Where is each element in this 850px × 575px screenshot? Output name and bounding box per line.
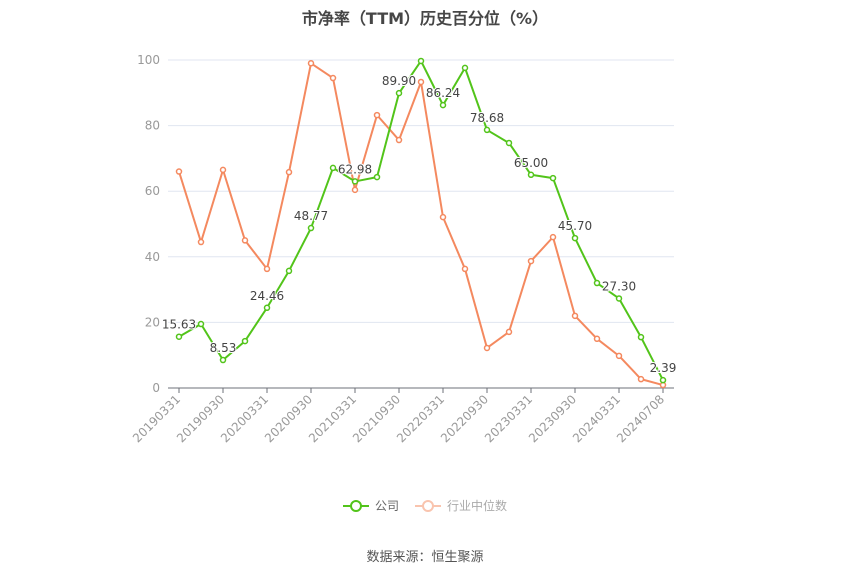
- data-point[interactable]: [285, 168, 293, 176]
- data-point[interactable]: [417, 57, 425, 65]
- data-label: 78.68: [470, 111, 504, 125]
- data-point[interactable]: [241, 237, 249, 244]
- data-point[interactable]: [329, 164, 337, 172]
- y-tick-label: 40: [145, 250, 160, 264]
- data-point[interactable]: [549, 233, 557, 241]
- data-label: 27.30: [602, 279, 636, 293]
- data-point[interactable]: [637, 333, 645, 341]
- legend: 公司 行业中位数: [0, 497, 850, 514]
- data-point[interactable]: [307, 60, 315, 67]
- data-point[interactable]: [395, 89, 403, 97]
- data-label: 48.77: [294, 209, 328, 223]
- data-label: 2.39: [650, 361, 677, 375]
- data-label: 86.24: [426, 86, 460, 100]
- data-point[interactable]: [439, 101, 447, 109]
- legend-item-company[interactable]: 公司: [342, 497, 399, 514]
- data-source: 数据来源：恒生聚源: [366, 550, 484, 565]
- y-tick-label: 20: [145, 315, 160, 329]
- data-point[interactable]: [307, 224, 315, 232]
- chart-title: 市净率（TTM）历史百分位（%）: [301, 9, 549, 28]
- data-point[interactable]: [461, 64, 469, 72]
- y-tick-label: 60: [145, 184, 160, 198]
- data-point[interactable]: [527, 257, 535, 265]
- data-point[interactable]: [549, 174, 557, 182]
- data-point[interactable]: [461, 265, 469, 273]
- y-tick-label: 0: [152, 381, 160, 395]
- data-point[interactable]: [615, 295, 623, 302]
- x-tick-label: 20240708: [614, 392, 667, 445]
- data-label: 15.63: [162, 318, 196, 332]
- data-point[interactable]: [373, 111, 381, 119]
- legend-label: 行业中位数: [447, 499, 508, 513]
- data-point[interactable]: [219, 166, 227, 174]
- data-point[interactable]: [263, 304, 271, 312]
- data-point[interactable]: [395, 136, 403, 144]
- data-point[interactable]: [483, 126, 491, 134]
- data-point[interactable]: [593, 335, 601, 343]
- data-point[interactable]: [329, 74, 337, 82]
- data-point[interactable]: [571, 312, 579, 320]
- legend-item-industry-median[interactable]: 行业中位数: [415, 497, 507, 514]
- data-point[interactable]: [263, 265, 271, 273]
- data-point[interactable]: [197, 320, 205, 328]
- data-point[interactable]: [175, 168, 183, 175]
- data-point[interactable]: [439, 213, 447, 221]
- data-point[interactable]: [219, 356, 227, 364]
- legend-line-marker-icon: [415, 499, 441, 512]
- y-tick-label: 100: [137, 53, 160, 67]
- legend-label: 公司: [374, 499, 399, 513]
- data-point[interactable]: [659, 376, 667, 384]
- data-point[interactable]: [351, 186, 359, 194]
- data-point[interactable]: [593, 279, 601, 287]
- data-point[interactable]: [615, 352, 623, 360]
- data-point[interactable]: [285, 267, 293, 275]
- data-point[interactable]: [241, 337, 249, 345]
- data-label: 24.46: [250, 289, 284, 303]
- data-point[interactable]: [175, 333, 183, 340]
- data-point[interactable]: [373, 173, 381, 181]
- data-label: 62.98: [338, 162, 372, 176]
- data-label: 45.70: [558, 219, 592, 233]
- y-tick-label: 80: [145, 119, 160, 133]
- data-point[interactable]: [505, 328, 513, 336]
- data-point[interactable]: [571, 234, 579, 242]
- data-point[interactable]: [197, 238, 205, 246]
- data-label: 89.90: [382, 74, 416, 88]
- data-point[interactable]: [637, 375, 645, 383]
- data-label: 65.00: [514, 156, 548, 170]
- data-label: 8.53: [210, 341, 237, 355]
- data-point[interactable]: [417, 78, 425, 86]
- data-point[interactable]: [505, 139, 513, 147]
- data-point[interactable]: [351, 178, 359, 185]
- data-point[interactable]: [483, 344, 491, 352]
- legend-line-marker-icon: [342, 499, 369, 512]
- data-point[interactable]: [527, 171, 535, 179]
